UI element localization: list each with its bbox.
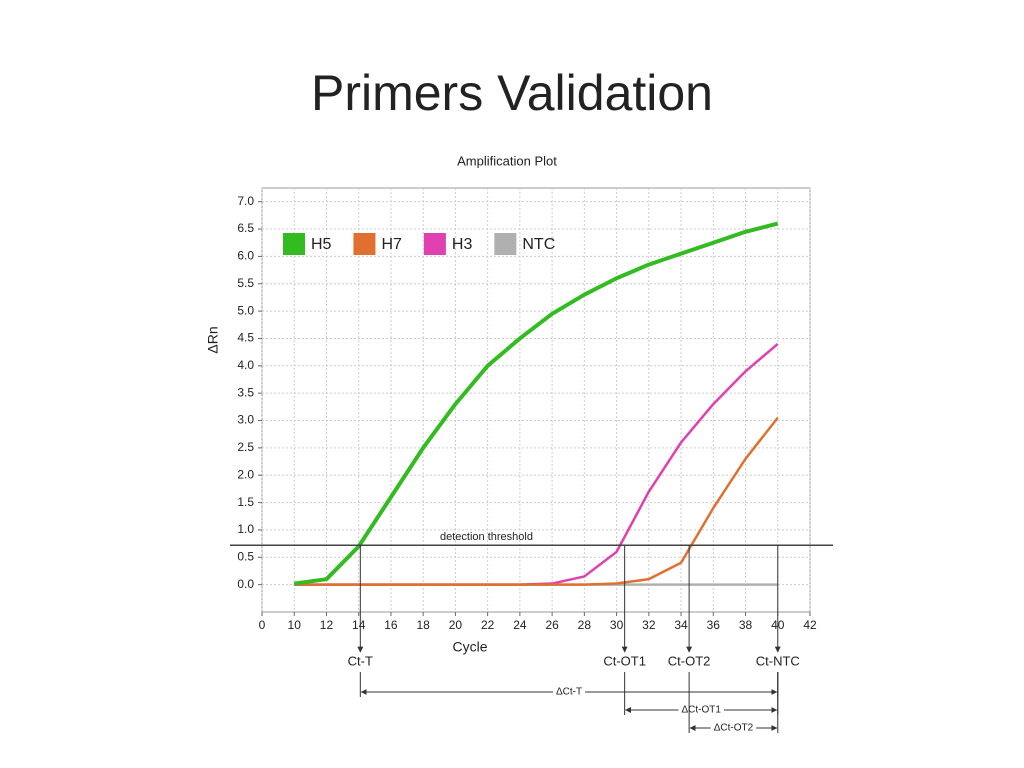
x-tick-label: 18 (416, 618, 430, 632)
y-tick-label: 1.0 (237, 522, 254, 536)
y-tick-label: 1.5 (237, 495, 254, 509)
x-tick-label: 20 (449, 618, 463, 632)
x-tick-label: 30 (610, 618, 624, 632)
legend-label: H5 (311, 236, 332, 253)
y-tick-label: 3.0 (237, 413, 254, 427)
x-axis-label: Cycle (452, 639, 487, 655)
y-tick-label: 7.0 (237, 194, 254, 208)
x-tick-label: 36 (707, 618, 721, 632)
x-tick-label: 10 (288, 618, 302, 632)
label-bg (678, 704, 724, 716)
x-tick-label: 24 (513, 618, 527, 632)
label-bg (710, 722, 757, 734)
y-tick-label: 2.5 (237, 440, 254, 454)
x-tick-label: 12 (320, 618, 334, 632)
x-tick-label: 28 (578, 618, 592, 632)
legend-swatch (283, 233, 305, 255)
y-tick-label: 5.0 (237, 303, 254, 317)
y-tick-label: 5.5 (237, 276, 254, 290)
legend-swatch (423, 233, 446, 255)
legend-label: H3 (452, 236, 473, 253)
x-tick-label: 14 (352, 618, 366, 632)
y-tick-label: 6.5 (237, 221, 254, 235)
y-tick-label: 0.5 (237, 549, 254, 563)
x-tick-label: 38 (739, 618, 753, 632)
x-tick-label: 22 (481, 618, 495, 632)
y-axis-label: ΔRn (205, 326, 221, 353)
x-tick-label: 34 (674, 618, 688, 632)
legend-label: NTC (522, 236, 555, 253)
ct-label: Ct-OT2 (668, 653, 711, 668)
x-tick-label: 0 (259, 618, 266, 632)
slide-title: Primers Validation (311, 65, 713, 121)
threshold-label: detection threshold (440, 531, 533, 543)
x-tick-label: 32 (642, 618, 656, 632)
y-tick-label: 2.0 (237, 467, 254, 481)
delta-label: ΔCt-OT1 (681, 705, 721, 716)
label-bg (552, 686, 586, 698)
x-tick-label: 26 (545, 618, 559, 632)
legend-swatch (353, 233, 376, 255)
delta-label: ΔCt-T (556, 687, 582, 698)
series-line (294, 417, 779, 586)
ct-label: Ct-NTC (756, 653, 800, 668)
y-tick-label: 0.0 (237, 577, 254, 591)
legend-swatch (494, 233, 517, 255)
y-tick-label: 6.0 (237, 249, 254, 263)
y-tick-label: 3.5 (237, 385, 254, 399)
ct-label: Ct-T (348, 653, 373, 668)
series-line (293, 221, 779, 586)
y-tick-label: 4.5 (237, 331, 254, 345)
delta-label: ΔCt-OT2 (714, 723, 754, 734)
ct-label: Ct-OT1 (603, 653, 646, 668)
chart-title: Amplification Plot (457, 153, 557, 168)
x-tick-label: 16 (384, 618, 398, 632)
legend-label: H7 (381, 236, 402, 253)
y-tick-label: 4.0 (237, 358, 254, 372)
x-tick-label: 42 (803, 618, 817, 632)
